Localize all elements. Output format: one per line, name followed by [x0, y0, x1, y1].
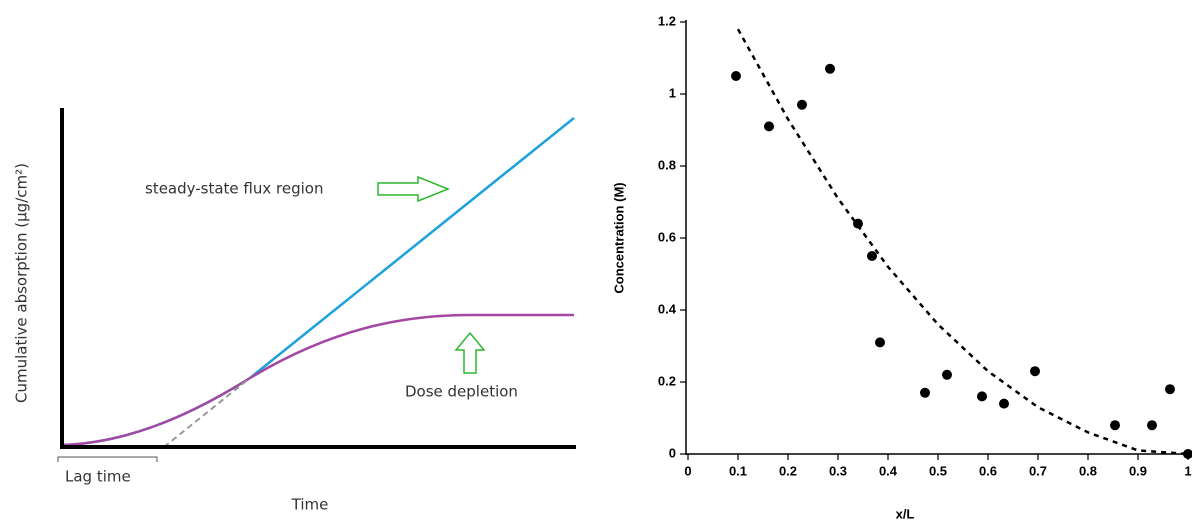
y-tick-label: 0.2 [658, 373, 676, 388]
x-tick-label: 0.5 [929, 463, 947, 478]
data-point [1165, 384, 1175, 395]
data-point [825, 63, 835, 74]
arrow-up [454, 331, 486, 374]
x-tick-label: 0.8 [1079, 463, 1097, 478]
depletion-curve [61, 313, 574, 447]
x-tick-label: 0.4 [879, 463, 898, 478]
y-tick-label: 0.8 [658, 157, 676, 172]
data-point [1147, 420, 1157, 431]
y-tick-label: 0 [669, 445, 676, 460]
data-point [731, 71, 741, 81]
annotation: steady-state flux region [145, 180, 323, 198]
annotation: Dose depletion [405, 383, 518, 401]
fit-line [736, 28, 1189, 456]
annotation: Lag time [65, 468, 131, 486]
data-point [875, 337, 885, 348]
y-tick-label: 0.6 [658, 229, 676, 244]
data-point [977, 391, 987, 402]
x-tick-label: 0.7 [1029, 463, 1047, 478]
data-point [999, 398, 1009, 409]
extrapolation-line [163, 377, 251, 448]
x-tick-label: 0.3 [829, 463, 847, 478]
x-axis-label: Time [291, 496, 329, 514]
scatter-chart: Concentration (M) x/L 0 0.2 0.4 0.6 0.8 1 1.2 0… [611, 13, 1192, 521]
data-point [1110, 420, 1120, 431]
x-tick-label: 1 [1184, 463, 1191, 478]
y-tick-label: 1 [669, 85, 676, 100]
schematic-chart: steady-state flux region Dose depletion … [13, 108, 576, 514]
x-tick-label: 0.2 [779, 463, 797, 478]
x-axis-label: x/L [896, 506, 915, 521]
x-tick-label: 0 [684, 463, 691, 478]
data-point [1183, 449, 1192, 459]
x-tick-label: 0.9 [1129, 463, 1147, 478]
y-axis-label: Concentration (M) [611, 182, 626, 293]
data-point [853, 218, 863, 229]
y-tick-label: 0.4 [658, 301, 677, 316]
data-point [797, 99, 807, 110]
data-point [764, 121, 774, 132]
data-point [942, 369, 952, 380]
x-tick-label: 0.6 [979, 463, 997, 478]
data-point [920, 387, 930, 398]
lag-bracket [57, 456, 158, 462]
arrow-right [377, 175, 451, 203]
y-axis-label: Cumulative absorption (µg/cm²) [13, 163, 31, 403]
data-point [867, 251, 877, 261]
x-tick-label: 0.1 [729, 463, 747, 478]
data-point [1030, 366, 1040, 377]
y-tick-label: 1.2 [658, 13, 676, 28]
